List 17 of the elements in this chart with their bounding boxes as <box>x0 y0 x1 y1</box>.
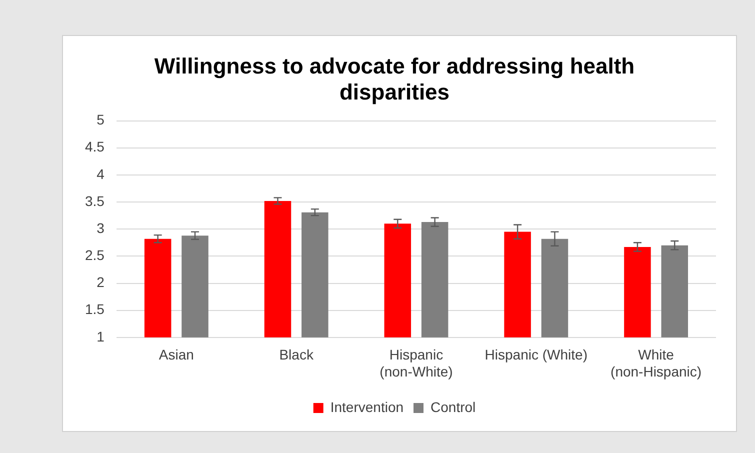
y-tick-label: 3 <box>96 220 105 236</box>
y-tick-label: 4.5 <box>84 138 105 155</box>
x-tick-label: Hispanic (White) <box>484 346 588 363</box>
y-tick-label: 1.5 <box>84 301 105 318</box>
x-tick-label: Asian <box>158 346 194 363</box>
legend-label: Control <box>430 398 476 415</box>
x-tick-label: White (non-Hispanic) <box>610 346 702 380</box>
legend-label: Intervention <box>330 398 404 415</box>
y-tick-label: 3.5 <box>84 192 105 209</box>
y-tick-label: 2.5 <box>84 247 105 264</box>
chart-title: Willingness to advocate for addressing health disparities <box>154 53 635 105</box>
y-tick-label: 2 <box>96 274 105 290</box>
y-tick-label: 4 <box>96 166 105 182</box>
x-tick-label: Black <box>279 346 314 363</box>
y-tick-label: 1 <box>96 328 105 344</box>
y-tick-label: 5 <box>96 112 105 128</box>
x-tick-label: Hispanic (non-White) <box>380 346 453 380</box>
